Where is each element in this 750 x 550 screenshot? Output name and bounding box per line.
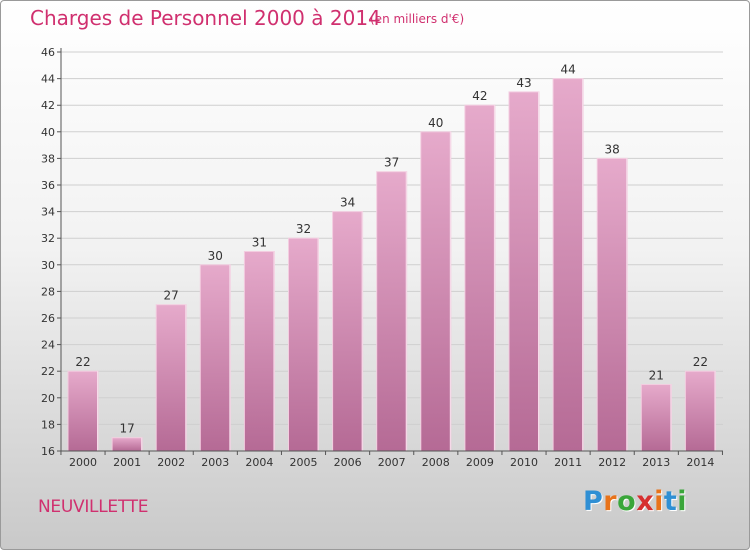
x-tick-label-2001: 2001 [113,456,141,469]
bar-2008 [420,131,452,452]
y-tick-label: 24 [41,339,55,352]
chart-title: Charges de Personnel 2000 à 2014 [30,6,381,30]
bar-2011 [552,78,584,452]
commune-name: NEUVILLETTE [38,497,149,517]
data-label-2003: 30 [208,249,223,263]
bar-2005 [288,237,319,452]
bar-2014 [684,370,716,452]
x-tick-label-2011: 2011 [554,456,582,469]
data-label-2002: 27 [164,289,179,303]
logo-letter: P [583,486,604,517]
bar-2001 [111,437,143,452]
bar-2009 [464,104,496,452]
y-tick-label: 38 [41,152,55,165]
y-tick-label: 22 [41,365,55,378]
data-label-2011: 44 [560,63,575,77]
y-tick-label: 44 [41,73,55,86]
logo-letter: r [603,486,618,517]
bar-2004 [243,251,275,452]
bar-2007 [376,171,408,452]
bar-2003 [199,264,231,452]
logo-letter: i [654,486,664,517]
data-label-2006: 34 [340,196,355,210]
logo-letter: i [677,486,688,517]
data-label-2000: 22 [75,355,90,369]
x-tick-label-2005: 2005 [290,456,318,469]
logo-letter: o [617,486,637,517]
x-tick-label-2007: 2007 [378,456,406,469]
x-tick-label-2000: 2000 [69,456,97,469]
bar-2013 [640,384,672,452]
y-tick-label: 16 [41,445,55,458]
bar-2012 [596,157,628,452]
data-label-2009: 42 [472,89,487,103]
proxiti-logo[interactable]: Proxiti [583,486,687,517]
x-tick-label-2003: 2003 [201,456,229,469]
x-tick-label-2006: 2006 [334,456,362,469]
data-label-2014: 22 [693,355,708,369]
data-label-2001: 17 [119,422,134,436]
bars [67,78,716,452]
data-label-2012: 38 [605,142,620,156]
data-label-2008: 40 [428,116,443,130]
axes [57,48,723,455]
bar-2000 [67,370,99,452]
x-tick-label-2013: 2013 [642,456,670,469]
y-tick-label: 34 [41,206,55,219]
x-tick-label-2014: 2014 [686,456,714,469]
y-tick-label: 36 [41,179,55,192]
logo-letter: t [663,486,678,517]
y-tick-label: 42 [41,99,55,112]
x-tick-label-2012: 2012 [598,456,626,469]
data-label-2013: 21 [649,369,664,383]
data-label-2005: 32 [296,222,311,236]
y-tick-label: 26 [41,312,55,325]
x-tick-label-2008: 2008 [422,456,450,469]
y-tick-label: 18 [41,418,55,431]
chart-subtitle: (en milliers d'€) [370,12,465,26]
y-tick-label: 46 [41,46,55,59]
data-label-2010: 43 [516,76,531,90]
x-tick-label-2010: 2010 [510,456,538,469]
y-tick-label: 28 [41,285,55,298]
bar-2006 [332,211,364,452]
y-tick-label: 40 [41,126,55,139]
x-tick-label-2002: 2002 [157,456,185,469]
x-tick-label-2004: 2004 [245,456,273,469]
bar-2002 [155,304,187,452]
bar-2010 [508,91,540,452]
data-label-2007: 37 [384,156,399,170]
y-tick-label: 20 [41,392,55,405]
labels: 16 18 20 22 24 26 28 30 32 34 36 38 40 42 44 46 22 2000 17… [41,46,714,469]
y-tick-label: 30 [41,259,55,272]
logo-letter: x [636,486,655,517]
y-tick-label: 32 [41,232,55,245]
x-tick-label-2009: 2009 [466,456,494,469]
data-label-2004: 31 [252,236,267,250]
